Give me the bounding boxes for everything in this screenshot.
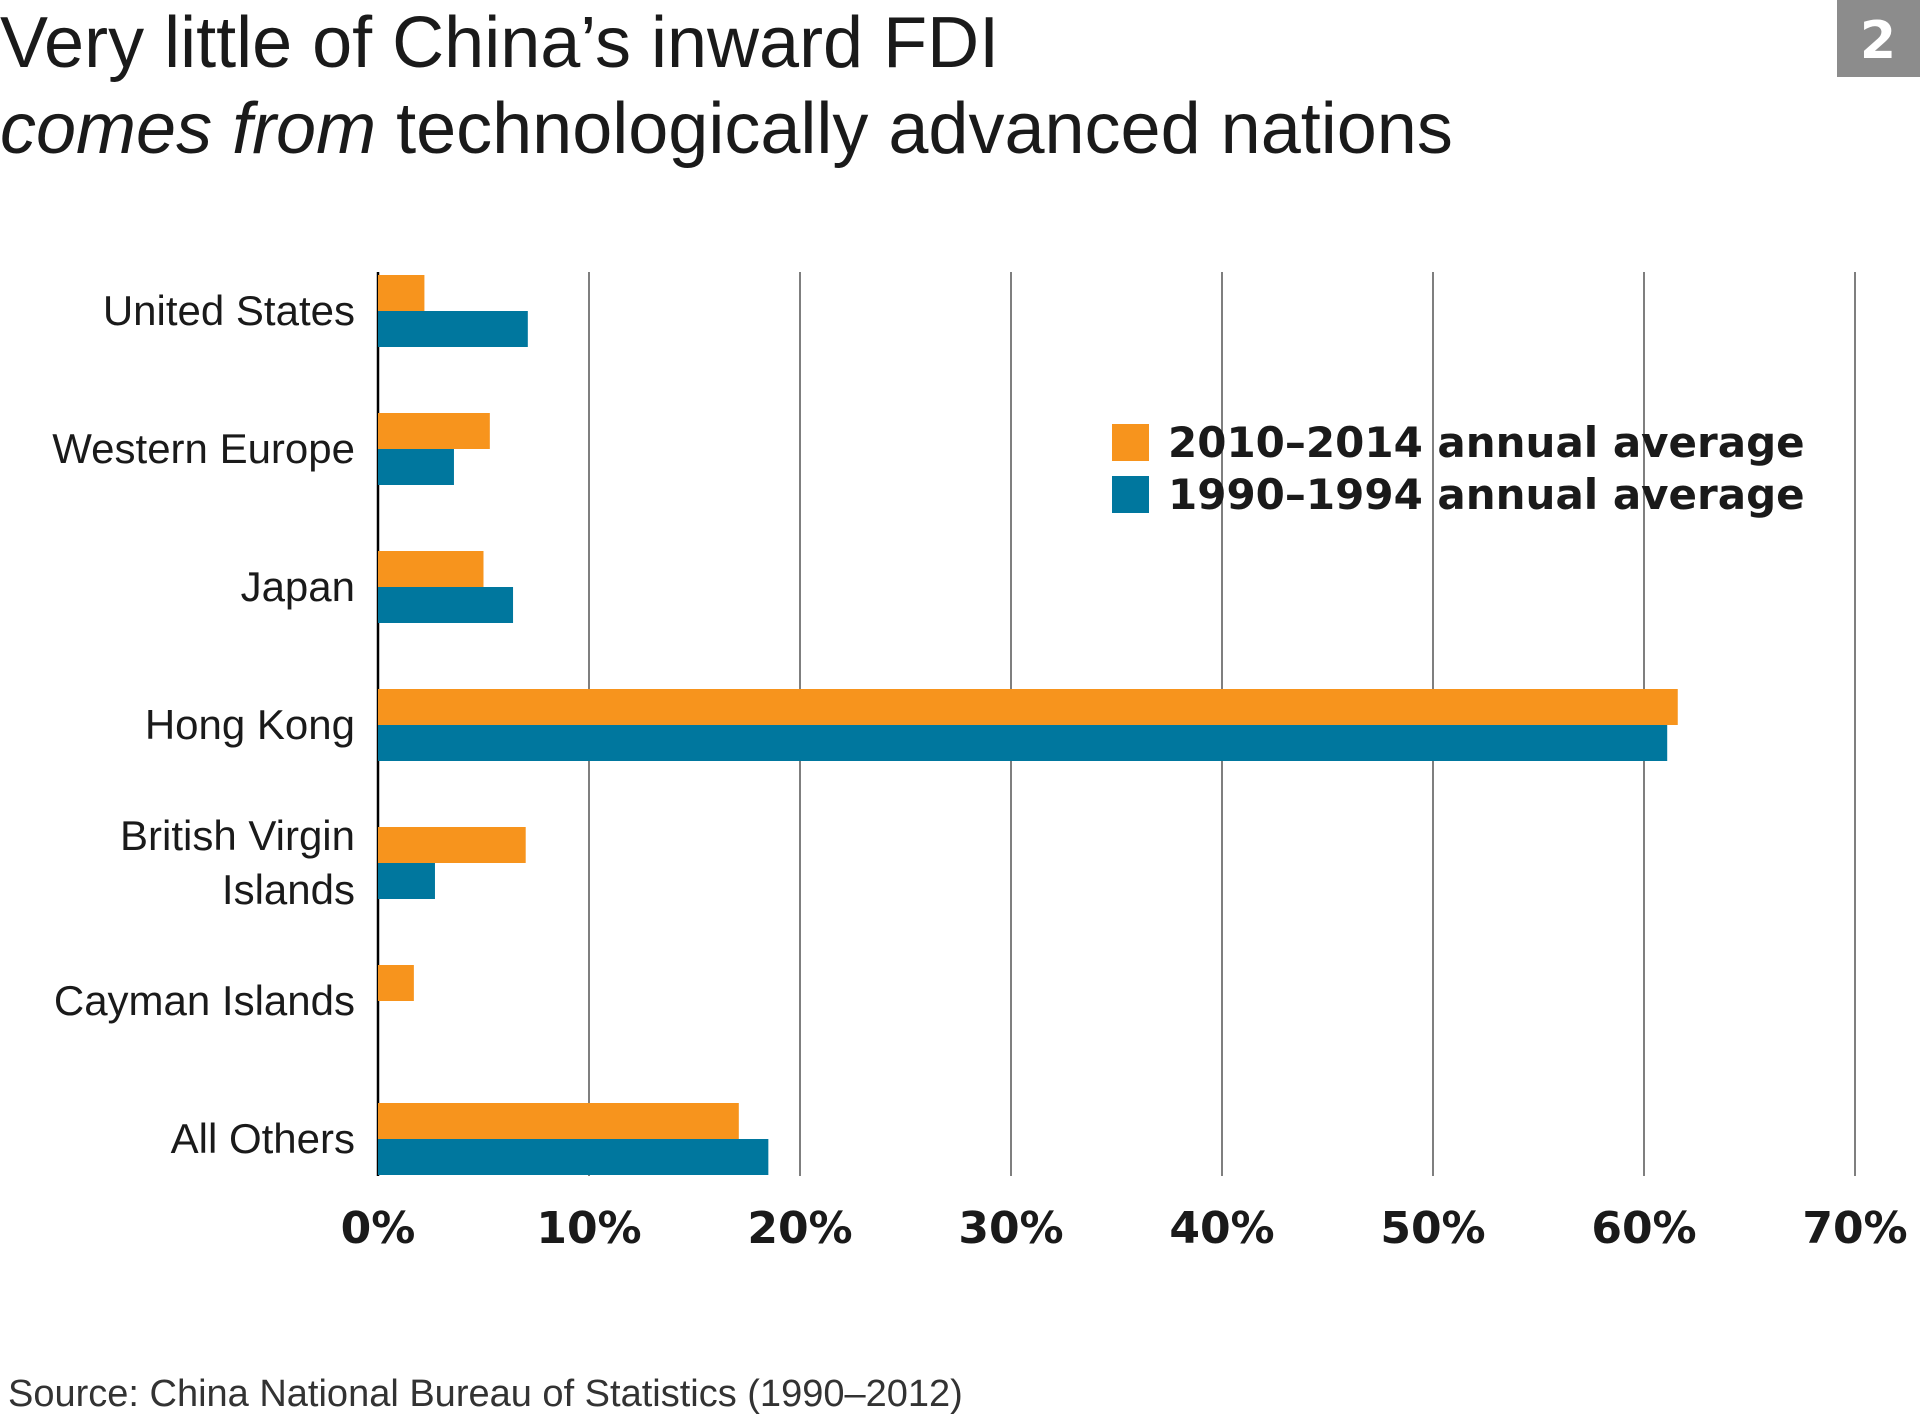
bar bbox=[378, 725, 1668, 761]
category-label: British Virgin Islands bbox=[120, 812, 355, 913]
bar bbox=[378, 275, 425, 311]
x-tick-label: 50% bbox=[1380, 1203, 1485, 1254]
category-label: Western Europe bbox=[52, 425, 355, 472]
bar bbox=[378, 1103, 739, 1139]
x-tick-label: 60% bbox=[1591, 1203, 1696, 1254]
bar bbox=[378, 551, 484, 587]
bar bbox=[378, 689, 1678, 725]
legend-label: 2010–2014 annual average bbox=[1168, 418, 1805, 467]
bar bbox=[378, 827, 526, 863]
category-label: Cayman Islands bbox=[53, 977, 355, 1024]
badge-box bbox=[1837, 0, 1920, 77]
x-tick-label: 40% bbox=[1169, 1203, 1274, 1254]
title-rest: technologically advanced nations bbox=[396, 89, 1453, 169]
source: Source: China National Bureau of Statist… bbox=[8, 1373, 963, 1415]
category-label: Hong Kong bbox=[144, 701, 355, 748]
legend-swatch bbox=[1112, 424, 1149, 461]
category-label: Japan bbox=[240, 563, 355, 610]
category-label: United States bbox=[102, 287, 355, 334]
x-tick-label: 70% bbox=[1802, 1203, 1907, 1254]
bar bbox=[378, 587, 514, 623]
bar bbox=[378, 311, 528, 347]
title-line2: comes from technologically advanced nati… bbox=[0, 89, 1453, 169]
legend-label: 1990–1994 annual average bbox=[1168, 470, 1805, 519]
x-tick-label: 30% bbox=[958, 1203, 1063, 1254]
x-tick-label: 20% bbox=[747, 1203, 852, 1254]
bar bbox=[378, 449, 454, 485]
badge: 2 bbox=[1860, 11, 1896, 71]
bar bbox=[378, 863, 435, 899]
bar bbox=[378, 965, 414, 1001]
title-line1: Very little of China’s inward FDI bbox=[0, 3, 999, 83]
category-label: All Others bbox=[170, 1115, 355, 1162]
title-italic: comes from bbox=[0, 89, 376, 169]
x-tick-label: 10% bbox=[536, 1203, 641, 1254]
bar bbox=[378, 413, 490, 449]
x-tick-label: 0% bbox=[341, 1203, 416, 1254]
bar bbox=[378, 1139, 769, 1175]
legend-swatch bbox=[1112, 476, 1149, 513]
